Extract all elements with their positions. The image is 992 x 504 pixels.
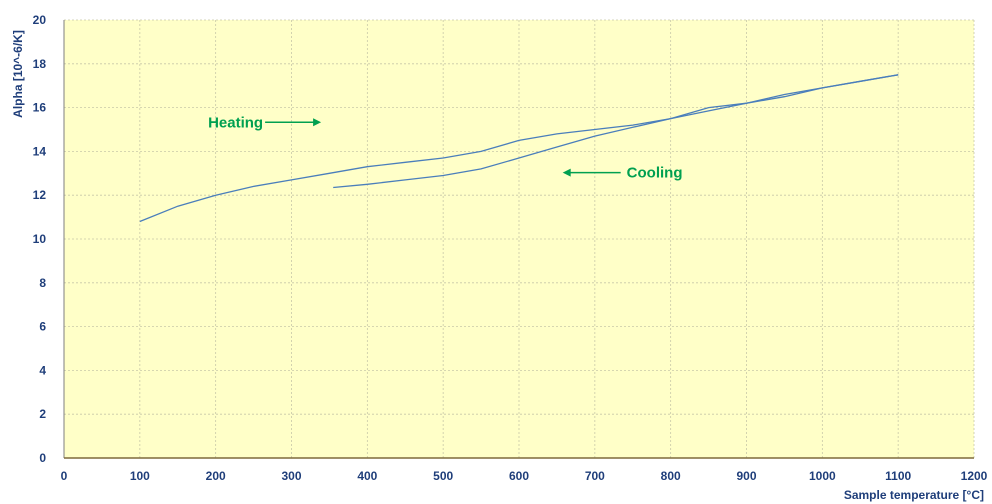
annotations: Heating Cooling	[208, 114, 682, 181]
arrowhead-left-icon	[562, 168, 571, 177]
x-tick-label: 1200	[961, 469, 988, 483]
y-tick-label: 12	[33, 188, 47, 202]
x-axis-label: Sample temperature [°C]	[844, 488, 984, 502]
x-tick-label: 1000	[809, 469, 836, 483]
y-axis-label: Alpha [10^-6/K]	[11, 30, 25, 118]
x-tick-label: 100	[130, 469, 150, 483]
x-tick-label: 300	[281, 469, 301, 483]
annotation-label: Cooling	[627, 165, 683, 182]
y-tick-label: 6	[39, 320, 46, 334]
y-tick-label: 4	[39, 363, 46, 377]
series-lines	[139, 74, 899, 223]
y-tick-label: 0	[39, 451, 46, 465]
series-line-1	[139, 74, 899, 223]
y-tick-label: 14	[33, 144, 47, 158]
arrowhead-right-icon	[313, 118, 322, 127]
annotation-label: Heating	[208, 114, 263, 131]
x-tick-label: 500	[433, 469, 453, 483]
y-tick-label: 20	[33, 13, 47, 27]
x-tick-label: 800	[661, 469, 681, 483]
x-tick-label: 0	[61, 469, 68, 483]
grid	[64, 19, 975, 458]
y-tick-label: 16	[33, 101, 47, 115]
x-tick-label: 600	[509, 469, 529, 483]
y-tick-label: 8	[39, 276, 46, 290]
y-tick-label: 18	[33, 57, 47, 71]
axes	[63, 20, 974, 459]
annotation-heating: Heating	[208, 114, 322, 131]
y-tick-label: 2	[39, 407, 46, 421]
x-tick-label: 700	[585, 469, 605, 483]
series-line-2	[333, 74, 899, 189]
annotation-cooling: Cooling	[562, 165, 683, 182]
x-tick-label: 200	[206, 469, 226, 483]
y-tick-label: 10	[33, 232, 47, 246]
x-tick-label: 1100	[885, 469, 911, 483]
x-tick-label: 900	[736, 469, 756, 483]
x-tick-label: 400	[357, 469, 377, 483]
